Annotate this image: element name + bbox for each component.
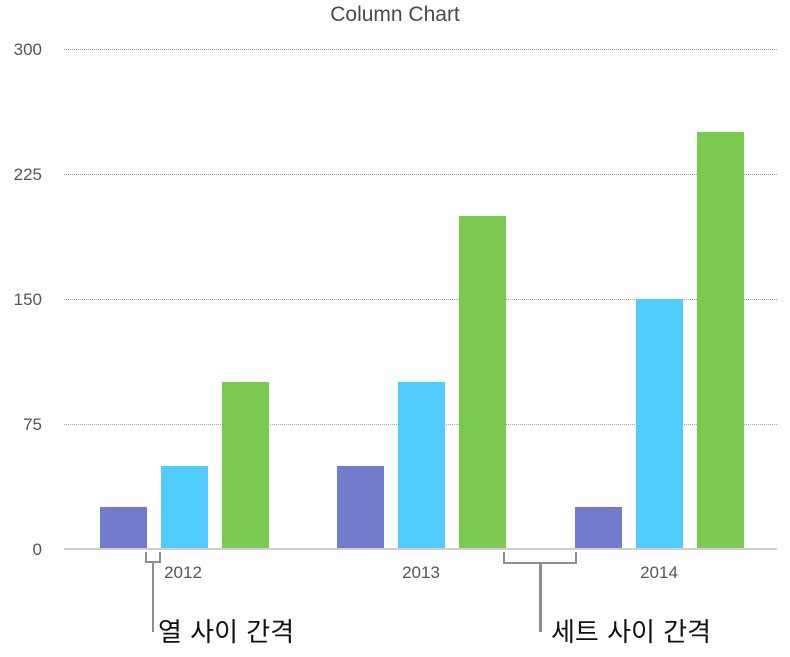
- bar-2013-series-2: [398, 382, 445, 549]
- column-gap-leader-line: [151, 562, 154, 632]
- y-tick-0: 0: [32, 540, 42, 559]
- bar-2014-series-3: [697, 132, 744, 549]
- x-axis-line: [64, 548, 777, 550]
- gridline-225: [64, 174, 777, 175]
- bar-2012-series-2: [161, 465, 208, 549]
- set-gap-label: 세트 사이 간격: [551, 618, 712, 648]
- x-tick-2014: 2014: [640, 563, 678, 582]
- bar-2013-series-3: [459, 215, 506, 549]
- set-gap-leader-line: [539, 563, 542, 632]
- bar-2013-series-1: [337, 465, 384, 549]
- gridline-150: [64, 299, 777, 300]
- bar-2012-series-1: [100, 507, 147, 549]
- bar-2014-series-1: [575, 507, 622, 549]
- bar-2012-series-3: [222, 382, 269, 549]
- y-tick-150: 150: [13, 290, 42, 309]
- y-tick-300: 300: [13, 40, 42, 59]
- x-tick-2012: 2012: [164, 563, 202, 582]
- column-gap-label: 열 사이 간격: [158, 618, 295, 648]
- bar-2014-series-2: [636, 299, 683, 549]
- chart-title: Column Chart: [330, 3, 460, 26]
- y-tick-75: 75: [23, 415, 42, 434]
- gridline-300: [64, 49, 777, 50]
- y-tick-225: 225: [13, 165, 42, 184]
- x-tick-2013: 2013: [402, 563, 440, 582]
